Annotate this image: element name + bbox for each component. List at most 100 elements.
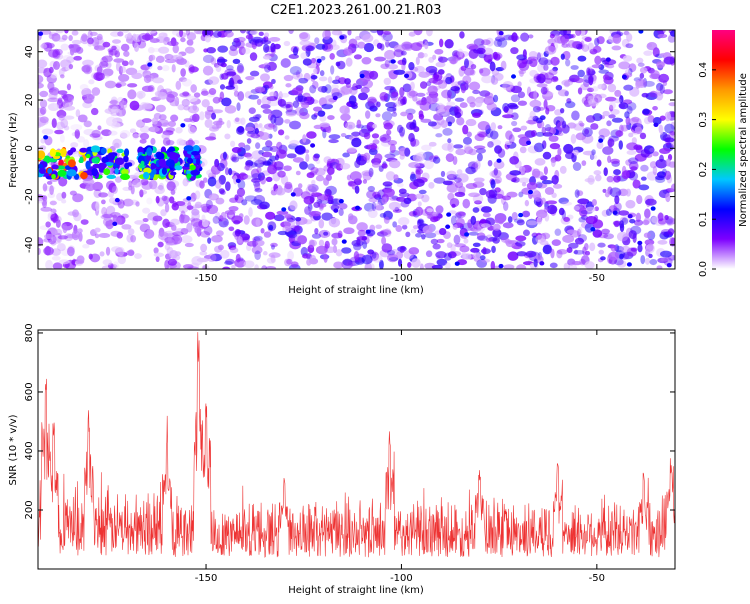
heatmap-cell	[518, 212, 524, 218]
heatmap-cell	[339, 162, 351, 170]
heatmap-cell	[547, 38, 557, 45]
heatmap-cell	[113, 58, 125, 63]
heatmap-cell	[155, 256, 160, 263]
heatmap-cell	[435, 205, 444, 214]
heatmap-cell	[670, 237, 675, 247]
heatmap-cell	[570, 133, 577, 144]
heatmap-cell	[67, 211, 77, 216]
heatmap-cell	[169, 218, 180, 226]
heatmap-cell	[639, 72, 645, 79]
heatmap-cell	[480, 39, 491, 46]
heatmap-cell	[318, 76, 328, 82]
heatmap-cell	[58, 68, 65, 77]
heatmap-cell	[669, 30, 675, 37]
heatmap-cell	[40, 43, 48, 49]
heatmap-cell	[626, 33, 633, 42]
heatmap-cell	[54, 129, 64, 135]
heatmap-cell	[178, 204, 189, 214]
heatmap-cell	[564, 90, 569, 97]
heatmap-cell	[243, 144, 251, 151]
heatmap-cell	[493, 38, 503, 48]
heatmap-cell	[477, 223, 486, 233]
heatmap-cell	[551, 239, 561, 247]
heatmap-cell	[474, 133, 485, 142]
heatmap-cell	[454, 261, 460, 266]
heatmap-cell	[463, 67, 475, 76]
heatmap-cell	[60, 43, 70, 51]
heatmap-cell	[57, 97, 63, 104]
heatmap-cell	[536, 75, 542, 81]
y-tick-label: 40	[24, 45, 35, 58]
heatmap-cell	[436, 102, 444, 111]
heatmap-cell	[171, 64, 176, 73]
heatmap-cell	[289, 120, 301, 130]
heatmap-cell	[118, 73, 130, 82]
heatmap-cell	[67, 96, 74, 102]
heatmap-cell	[206, 253, 217, 263]
heatmap-cell	[383, 216, 390, 224]
heatmap-cell	[342, 47, 354, 57]
heatmap-cell	[579, 207, 588, 217]
heatmap-cell	[299, 112, 310, 120]
heatmap-cell	[104, 161, 114, 167]
snr-x-ticks: -150 -100 -50	[195, 330, 605, 584]
heatmap-cell	[274, 187, 286, 196]
heatmap-cell	[101, 265, 113, 269]
heatmap-cell	[298, 77, 309, 84]
heatmap-cell	[152, 168, 157, 175]
heatmap-cell	[425, 65, 438, 74]
heatmap-cell	[573, 205, 580, 211]
heatmap-cell	[649, 258, 658, 266]
heatmap-cell	[446, 89, 457, 99]
heatmap-cell	[490, 77, 499, 85]
heatmap-cell	[109, 100, 119, 105]
heatmap-cell	[114, 176, 122, 183]
spectrogram-x-label: Height of straight line (km)	[288, 285, 424, 296]
heatmap-cell	[119, 130, 131, 138]
heatmap-cell	[639, 66, 648, 74]
heatmap-cell	[404, 147, 411, 157]
heatmap-cell	[512, 127, 522, 133]
heatmap-cell	[414, 65, 425, 73]
heatmap-cell	[497, 217, 505, 225]
heatmap-cell	[99, 251, 105, 257]
heatmap-cell	[280, 58, 291, 68]
heatmap-cell	[408, 211, 418, 217]
x-tick-label: -100	[390, 273, 413, 284]
heatmap-cell	[548, 69, 558, 76]
heatmap-cell	[332, 79, 341, 85]
heatmap-cell	[526, 140, 532, 146]
heatmap-cell	[120, 173, 130, 181]
heatmap-cell	[57, 235, 68, 240]
heatmap-cell	[621, 74, 627, 80]
heatmap-cell	[500, 60, 507, 71]
heatmap-cell	[112, 261, 119, 269]
heatmap-cell	[517, 91, 526, 99]
heatmap-cell	[470, 215, 477, 226]
heatmap-cell	[495, 67, 504, 72]
heatmap-cell	[328, 217, 341, 228]
heatmap-cell	[331, 84, 339, 90]
heatmap-cell	[94, 233, 100, 239]
heatmap-cell	[157, 152, 165, 161]
heatmap-cell	[309, 195, 315, 204]
heatmap-cell	[187, 201, 192, 211]
heatmap-cell	[175, 80, 182, 90]
heatmap-cell	[283, 219, 296, 228]
heatmap-cell	[577, 69, 585, 78]
heatmap-cell	[534, 194, 542, 202]
heatmap-cell	[63, 115, 75, 120]
heatmap-cell	[169, 249, 178, 259]
heatmap-cell	[319, 70, 325, 77]
heatmap-cell	[228, 168, 233, 176]
heatmap-cell	[375, 201, 382, 211]
heatmap-cell	[237, 63, 244, 73]
heatmap-cell	[637, 240, 643, 246]
heatmap-cell	[386, 106, 397, 112]
heatmap-cell	[461, 251, 467, 260]
heatmap-cell	[349, 86, 358, 96]
heatmap-cell	[203, 177, 208, 183]
heatmap-cell	[321, 103, 334, 110]
heatmap-cell	[149, 38, 160, 43]
heatmap-cell	[515, 241, 526, 247]
